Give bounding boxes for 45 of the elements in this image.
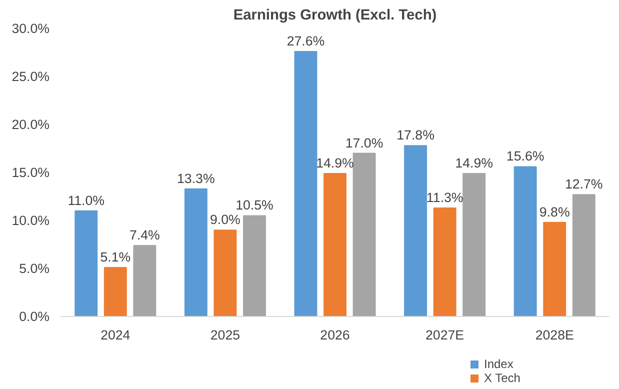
bar <box>433 208 456 316</box>
data-label: 9.0% <box>210 212 241 228</box>
bar <box>543 222 566 316</box>
y-tick-label: 20.0% <box>12 117 50 132</box>
bar <box>462 172 486 316</box>
bar <box>514 166 537 316</box>
data-label: 27.6% <box>286 34 325 49</box>
chart-title: Earnings Growth (Excl. Tech) <box>233 8 437 24</box>
x-tick-label: 2024 <box>100 328 131 342</box>
bar <box>294 51 318 316</box>
bar <box>74 210 98 316</box>
data-label: 17.8% <box>396 128 435 143</box>
bar <box>352 152 376 316</box>
x-tick-label: 2028E <box>535 328 574 342</box>
y-tick-label: 25.0% <box>12 69 50 84</box>
data-label: 9.8% <box>539 204 570 220</box>
data-label: 14.9% <box>455 155 494 170</box>
bar <box>214 230 237 316</box>
bar <box>184 188 208 316</box>
data-label: 13.3% <box>177 170 215 186</box>
data-label: 15.6% <box>506 148 544 164</box>
data-label: 17.0% <box>345 135 384 150</box>
x-tick-label: 2026 <box>320 328 350 342</box>
data-label: 11.0% <box>68 192 105 208</box>
y-tick-label: 10.0% <box>12 213 50 228</box>
y-tick-label: 15.0% <box>12 165 50 180</box>
data-label: 14.9% <box>316 155 354 170</box>
bar <box>133 244 156 316</box>
legend-label: Index <box>484 357 514 371</box>
legend-label: X Tech <box>484 371 520 385</box>
data-label: 7.4% <box>129 227 160 242</box>
bar <box>324 172 346 316</box>
y-tick-label: 0.0% <box>19 309 50 324</box>
bar <box>104 267 127 316</box>
data-label: 10.5% <box>236 198 274 213</box>
bar <box>404 145 427 316</box>
y-tick-label: 30.0% <box>12 21 50 36</box>
bar <box>572 194 596 316</box>
x-tick-label: 2027E <box>426 328 464 342</box>
data-label: 12.7% <box>564 176 603 192</box>
data-label: 5.1% <box>100 250 131 265</box>
y-tick-label: 5.0% <box>19 261 50 276</box>
x-tick-label: 2025 <box>210 328 240 342</box>
data-label: 11.3% <box>426 190 464 206</box>
bar <box>243 215 266 316</box>
